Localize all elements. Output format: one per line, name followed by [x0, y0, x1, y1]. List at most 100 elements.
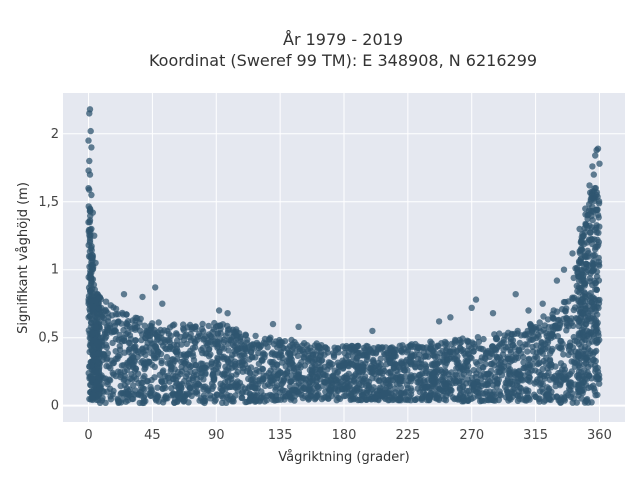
data-point	[489, 343, 496, 350]
data-point	[575, 306, 583, 313]
data-point	[188, 388, 195, 395]
data-point	[377, 368, 384, 375]
data-point	[89, 252, 97, 260]
data-point	[291, 397, 298, 404]
data-point	[363, 377, 370, 384]
data-point	[434, 360, 441, 367]
data-point	[536, 319, 543, 326]
data-point	[103, 362, 110, 370]
data-point	[596, 262, 603, 269]
data-point	[452, 337, 459, 345]
data-point	[273, 361, 281, 368]
data-point	[563, 390, 570, 397]
data-point	[211, 398, 218, 405]
data-point	[549, 323, 556, 330]
data-point	[221, 336, 228, 343]
data-point	[444, 357, 451, 364]
data-point	[267, 358, 274, 366]
data-point	[516, 339, 523, 347]
data-point	[593, 273, 601, 280]
data-point	[183, 340, 190, 347]
data-point	[392, 394, 399, 402]
data-point	[463, 358, 470, 366]
data-point	[178, 368, 186, 375]
data-point	[269, 320, 277, 328]
data-point	[545, 396, 553, 403]
data-point	[315, 385, 322, 392]
data-point	[288, 377, 295, 385]
data-point	[578, 270, 585, 277]
data-point	[379, 375, 387, 382]
data-point	[416, 371, 424, 378]
data-point	[277, 339, 284, 346]
data-point	[584, 345, 592, 352]
data-point	[151, 343, 159, 350]
data-point	[403, 381, 411, 388]
data-point	[154, 351, 161, 358]
x-tick-label: 315	[523, 428, 548, 443]
data-point	[370, 345, 377, 352]
data-point	[94, 356, 101, 363]
data-point	[592, 373, 600, 380]
data-point	[595, 300, 603, 307]
data-point	[129, 363, 137, 371]
data-point	[469, 339, 476, 346]
data-point	[424, 383, 431, 391]
data-point	[532, 323, 539, 331]
data-point	[328, 392, 335, 400]
data-point	[541, 372, 548, 380]
data-point	[500, 339, 507, 346]
data-point	[88, 144, 95, 151]
data-point	[591, 303, 598, 310]
data-point	[505, 367, 513, 374]
data-point	[569, 399, 576, 406]
x-tick-label: 225	[395, 428, 420, 443]
data-point	[187, 363, 194, 370]
data-point	[577, 239, 585, 246]
data-point	[565, 351, 572, 358]
data-point	[130, 344, 137, 351]
data-point	[121, 382, 128, 389]
data-point	[154, 384, 161, 391]
data-point	[193, 383, 200, 390]
data-point	[168, 385, 175, 392]
data-point	[493, 335, 500, 342]
data-point	[369, 358, 377, 365]
data-point	[586, 328, 593, 336]
data-point	[399, 342, 406, 349]
data-point	[244, 365, 252, 372]
data-point	[200, 335, 208, 342]
data-point	[205, 322, 212, 330]
data-point	[472, 296, 480, 303]
data-point	[593, 286, 600, 293]
data-point	[435, 395, 443, 402]
data-point	[403, 396, 410, 403]
data-point	[417, 364, 424, 371]
data-point	[249, 376, 256, 383]
data-point	[354, 354, 361, 361]
data-point	[117, 371, 125, 379]
data-point	[495, 376, 502, 384]
y-axis-label: Signifikant våghöjd (m)	[16, 182, 31, 334]
data-point	[115, 398, 122, 405]
data-point	[593, 224, 600, 231]
data-point	[178, 341, 185, 348]
data-point	[470, 394, 477, 401]
data-point	[123, 323, 130, 330]
data-point	[102, 298, 110, 305]
data-point	[342, 344, 349, 352]
y-tick-label: 2	[51, 127, 59, 142]
data-point	[588, 212, 595, 220]
data-point	[170, 375, 177, 383]
data-point	[293, 382, 300, 389]
data-point	[95, 295, 103, 302]
data-point	[339, 357, 346, 364]
data-point	[219, 321, 227, 328]
data-point	[188, 324, 195, 331]
data-point	[508, 389, 515, 396]
data-point	[215, 307, 223, 314]
data-point	[474, 334, 482, 341]
data-point	[401, 367, 408, 374]
data-point	[88, 394, 96, 402]
data-point	[581, 361, 588, 368]
